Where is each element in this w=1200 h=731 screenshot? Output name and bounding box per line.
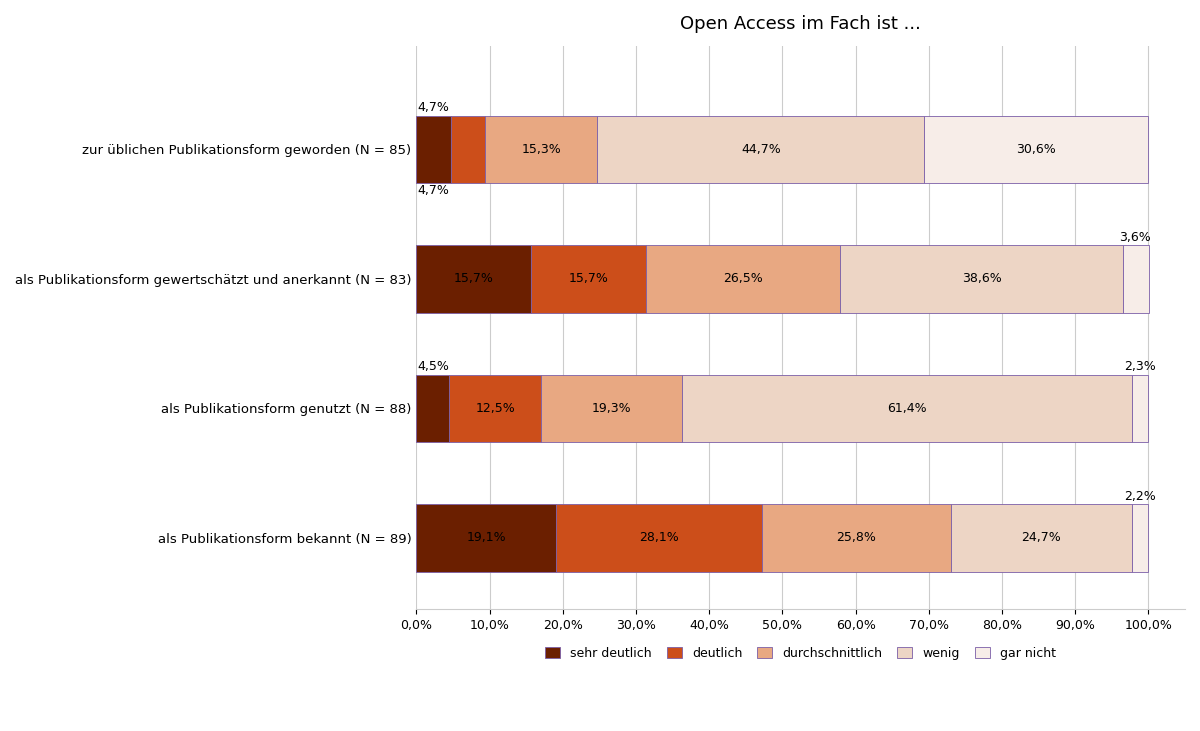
- Bar: [762, 504, 950, 572]
- Bar: [556, 504, 762, 572]
- Bar: [1132, 375, 1148, 442]
- Text: 24,7%: 24,7%: [1021, 531, 1061, 545]
- Title: Open Access im Fach ist ...: Open Access im Fach ist ...: [680, 15, 922, 33]
- Bar: [416, 245, 532, 313]
- Text: 38,6%: 38,6%: [961, 273, 1001, 285]
- Text: 4,7%: 4,7%: [418, 102, 450, 114]
- Text: 15,7%: 15,7%: [569, 273, 608, 285]
- Text: 15,7%: 15,7%: [454, 273, 493, 285]
- Bar: [449, 375, 541, 442]
- Bar: [416, 375, 449, 442]
- Bar: [1123, 245, 1150, 313]
- Bar: [416, 504, 556, 572]
- Bar: [598, 115, 924, 183]
- Bar: [924, 115, 1148, 183]
- Text: 15,3%: 15,3%: [521, 143, 562, 156]
- Bar: [682, 375, 1132, 442]
- Text: 4,7%: 4,7%: [418, 184, 450, 197]
- Bar: [416, 115, 451, 183]
- Bar: [647, 245, 840, 313]
- Text: 3,6%: 3,6%: [1120, 231, 1151, 244]
- Text: 44,7%: 44,7%: [740, 143, 781, 156]
- Text: 28,1%: 28,1%: [640, 531, 679, 545]
- Bar: [451, 115, 485, 183]
- Bar: [532, 245, 647, 313]
- Text: 30,6%: 30,6%: [1016, 143, 1056, 156]
- Text: 12,5%: 12,5%: [475, 402, 515, 415]
- Bar: [950, 504, 1132, 572]
- Text: 25,8%: 25,8%: [836, 531, 876, 545]
- Text: 2,3%: 2,3%: [1124, 360, 1156, 374]
- Text: 4,5%: 4,5%: [416, 360, 449, 374]
- Bar: [1132, 504, 1147, 572]
- Legend: sehr deutlich, deutlich, durchschnittlich, wenig, gar nicht: sehr deutlich, deutlich, durchschnittlic…: [540, 642, 1061, 665]
- Bar: [840, 245, 1123, 313]
- Text: 26,5%: 26,5%: [724, 273, 763, 285]
- Bar: [541, 375, 682, 442]
- Text: 19,3%: 19,3%: [592, 402, 631, 415]
- Text: 2,2%: 2,2%: [1124, 490, 1157, 503]
- Text: 19,1%: 19,1%: [467, 531, 506, 545]
- Text: 61,4%: 61,4%: [887, 402, 926, 415]
- Bar: [485, 115, 598, 183]
